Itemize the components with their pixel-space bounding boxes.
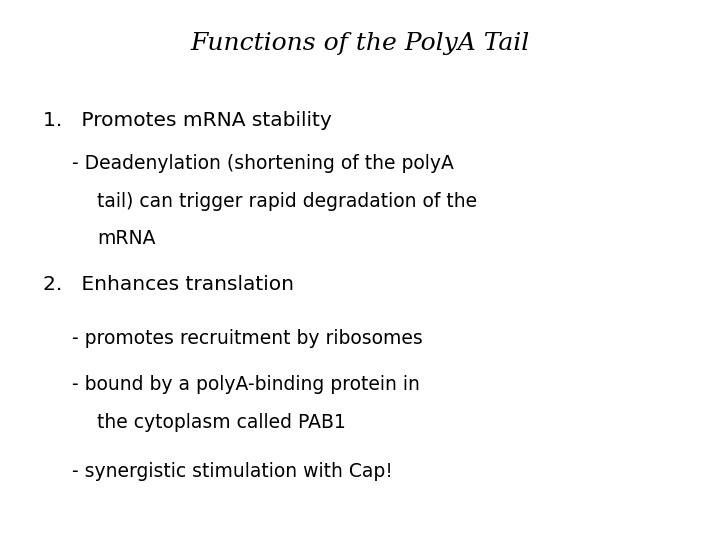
- Text: - synergistic stimulation with Cap!: - synergistic stimulation with Cap!: [72, 462, 393, 481]
- Text: tail) can trigger rapid degradation of the: tail) can trigger rapid degradation of t…: [97, 192, 477, 211]
- Text: - bound by a polyA-binding protein in: - bound by a polyA-binding protein in: [72, 375, 420, 394]
- Text: mRNA: mRNA: [97, 230, 156, 248]
- Text: 2.   Enhances translation: 2. Enhances translation: [43, 275, 294, 294]
- Text: the cytoplasm called PAB1: the cytoplasm called PAB1: [97, 413, 346, 432]
- Text: - promotes recruitment by ribosomes: - promotes recruitment by ribosomes: [72, 329, 423, 348]
- Text: 1.   Promotes mRNA stability: 1. Promotes mRNA stability: [43, 111, 332, 130]
- Text: - Deadenylation (shortening of the polyA: - Deadenylation (shortening of the polyA: [72, 154, 454, 173]
- Text: Functions of the PolyA Tail: Functions of the PolyA Tail: [190, 32, 530, 56]
